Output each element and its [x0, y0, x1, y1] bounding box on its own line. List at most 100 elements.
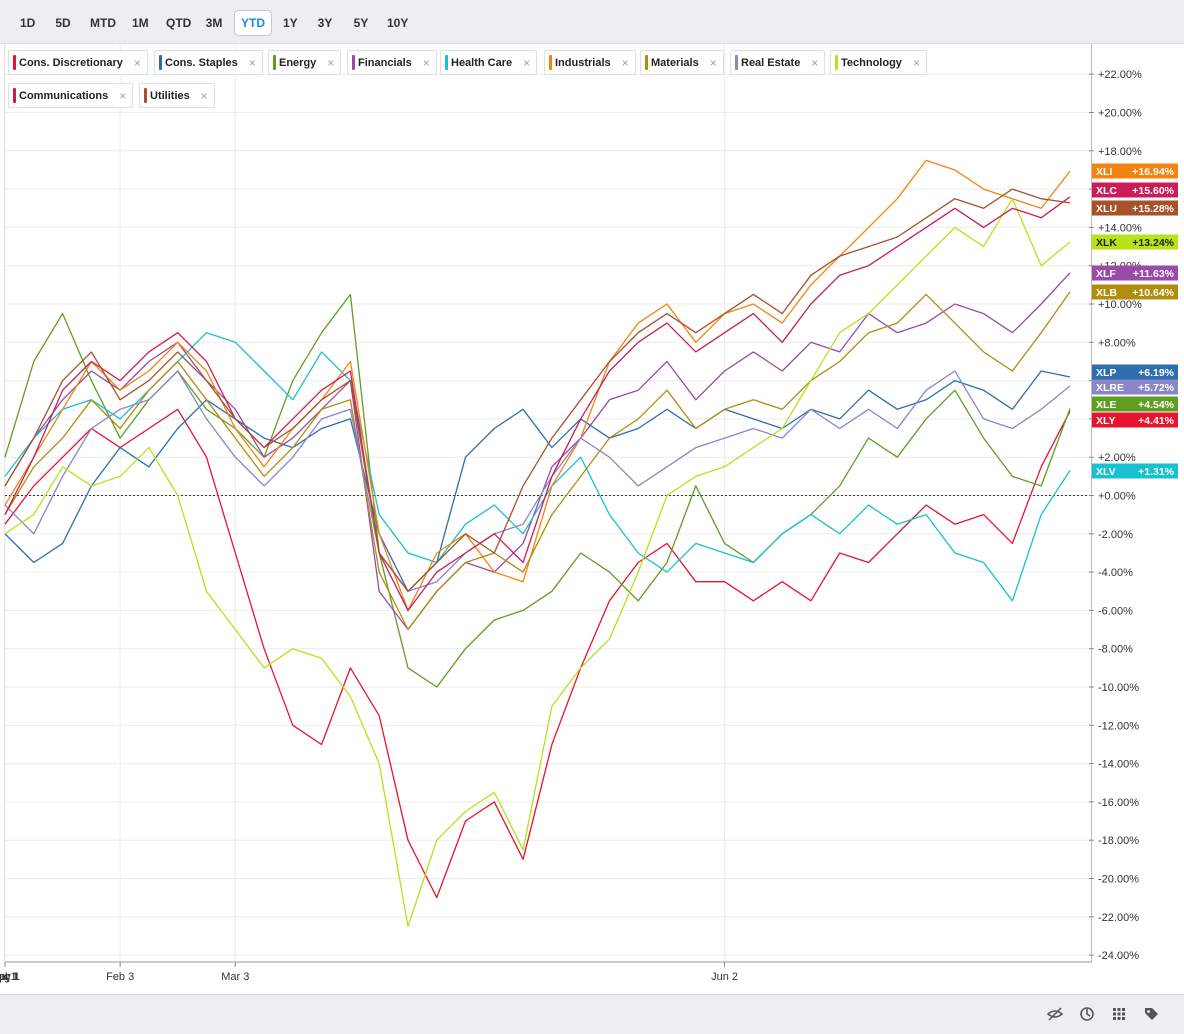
- close-icon[interactable]: ×: [422, 56, 430, 70]
- end-tag-symbol: XLP: [1096, 367, 1116, 379]
- x-tick-label: Apr 1: [0, 971, 18, 983]
- y-tick-label: -14.00%: [1098, 759, 1139, 771]
- series-line-xlk[interactable]: [4, 198, 1071, 928]
- y-tick-label: -10.00%: [1098, 682, 1139, 694]
- close-icon[interactable]: ×: [200, 89, 208, 103]
- end-tag-bg: [1092, 463, 1178, 479]
- y-tick-label: +10.00%: [1098, 299, 1142, 311]
- y-tick-label: -12.00%: [1098, 720, 1139, 732]
- close-icon[interactable]: ×: [248, 56, 256, 70]
- sector-performance-chart: +22.00%+20.00%+18.00%+16.00%+14.00%+12.0…: [0, 44, 1178, 983]
- legend-swatch: [13, 88, 16, 103]
- close-icon[interactable]: ×: [119, 89, 127, 103]
- legend-item-utilities[interactable]: Utilities ×: [139, 83, 215, 108]
- range-button-1d[interactable]: 1D: [20, 16, 36, 30]
- series-line-xly[interactable]: [4, 408, 1071, 899]
- series-line-xle[interactable]: [4, 293, 1071, 688]
- end-tag-symbol: XLI: [1096, 166, 1112, 178]
- series-line-xli[interactable]: [4, 159, 1071, 612]
- legend-swatch: [144, 88, 147, 103]
- end-tag-xli: XLI +16.94%: [1092, 163, 1178, 179]
- end-tag-bg: [1092, 364, 1178, 380]
- x-tick-label: May 1: [0, 971, 20, 983]
- legend-item-health-care[interactable]: Health Care ×: [440, 50, 538, 75]
- legend-item-materials[interactable]: Materials ×: [640, 50, 724, 75]
- end-tag-bg: [1092, 200, 1178, 216]
- legend-item-cons-staples[interactable]: Cons. Staples ×: [154, 50, 263, 75]
- range-button-3m[interactable]: 3M: [205, 16, 223, 30]
- range-button-5y[interactable]: 5Y: [353, 16, 369, 30]
- close-icon[interactable]: ×: [133, 56, 141, 70]
- end-tag-bg: [1092, 182, 1178, 198]
- end-tag-xlp: XLP +6.19%: [1092, 364, 1178, 380]
- end-tag-bg: [1092, 234, 1178, 250]
- series-line-xlf[interactable]: [4, 272, 1071, 631]
- legend-item-industrials[interactable]: Industrials ×: [544, 50, 636, 75]
- close-icon[interactable]: ×: [912, 56, 920, 70]
- x-tick-label: Mar 3: [221, 971, 249, 983]
- end-tag-bg: [1092, 412, 1178, 428]
- end-tag-symbol: XLF: [1096, 268, 1116, 280]
- end-tag-symbol: XLK: [1096, 237, 1117, 249]
- close-icon[interactable]: ×: [621, 56, 629, 70]
- legend-item-technology[interactable]: Technology ×: [830, 50, 927, 75]
- close-icon[interactable]: ×: [523, 56, 531, 70]
- legend-item-cons-discretionary[interactable]: Cons. Discretionary ×: [8, 50, 148, 75]
- end-tag-xlre: XLRE +5.72%: [1092, 379, 1178, 395]
- chart-tools: [0, 994, 1184, 1034]
- series-end-tags: XLI +16.94% XLC +15.60% XLU +15.28% XLK +13.24%…: [1092, 163, 1178, 479]
- x-tick-label: Aug 1: [0, 971, 19, 983]
- end-tag-xlf: XLF +11.63%: [1092, 265, 1178, 281]
- end-tag-symbol: XLC: [1096, 185, 1117, 197]
- series-line-xlb[interactable]: [4, 291, 1071, 631]
- y-tick-label: -2.00%: [1098, 529, 1133, 541]
- legend-item-real-estate[interactable]: Real Estate ×: [730, 50, 826, 75]
- y-tick-label: +0.00%: [1098, 491, 1136, 503]
- y-tick-label: -20.00%: [1098, 874, 1139, 886]
- range-button-1y[interactable]: 1Y: [283, 16, 298, 30]
- grid-icon[interactable]: [1110, 1005, 1128, 1023]
- legend-item-communications[interactable]: Communications ×: [8, 83, 134, 108]
- end-tag-value: +13.24%: [1132, 237, 1174, 249]
- range-button-mtd[interactable]: MTD: [90, 16, 116, 30]
- y-tick-label: -24.00%: [1098, 950, 1139, 962]
- legend-label: Technology: [841, 57, 902, 69]
- legend-swatch: [835, 55, 838, 70]
- end-tag-xlb: XLB +10.64%: [1092, 284, 1178, 300]
- end-tag-xlc: XLC +15.60%: [1092, 182, 1178, 198]
- close-icon[interactable]: ×: [327, 56, 335, 70]
- series-line-xlu[interactable]: [4, 188, 1071, 592]
- legend-item-energy[interactable]: Energy ×: [268, 50, 342, 75]
- x-tick-label: Jun 2: [711, 971, 738, 983]
- end-tag-symbol: XLV: [1096, 466, 1116, 478]
- legend-item-financials[interactable]: Financials ×: [347, 50, 437, 75]
- range-button-5d[interactable]: 5D: [55, 16, 71, 30]
- end-tag-value: +4.41%: [1138, 415, 1175, 427]
- series-line-xlp[interactable]: [4, 370, 1071, 592]
- end-tag-xlk: XLK +13.24%: [1092, 234, 1178, 250]
- range-button-qtd[interactable]: QTD: [166, 16, 192, 30]
- hide-lines-icon[interactable]: [1046, 1005, 1064, 1023]
- range-button-3y[interactable]: 3Y: [317, 16, 333, 30]
- close-icon[interactable]: ×: [811, 56, 819, 70]
- series-line-xlc[interactable]: [4, 196, 1071, 612]
- end-tag-bg: [1092, 284, 1178, 300]
- range-button-1m[interactable]: 1M: [132, 16, 149, 30]
- series-line-xlre[interactable]: [4, 370, 1071, 592]
- y-tick-label: +14.00%: [1098, 222, 1142, 234]
- end-tag-bg: [1092, 265, 1178, 281]
- end-tag-value: +16.94%: [1132, 166, 1174, 178]
- tag-icon[interactable]: [1142, 1005, 1160, 1023]
- chart-grid: [4, 44, 1092, 962]
- y-tick-label: +20.00%: [1098, 108, 1142, 120]
- series-line-xlv[interactable]: [4, 332, 1071, 602]
- reset-zoom-icon[interactable]: [1078, 1005, 1096, 1023]
- y-tick-label: +8.00%: [1098, 337, 1136, 349]
- y-tick-label: -22.00%: [1098, 912, 1139, 924]
- range-button-ytd[interactable]: YTD: [234, 10, 272, 36]
- end-tag-xlu: XLU +15.28%: [1092, 200, 1178, 216]
- y-tick-label: -6.00%: [1098, 605, 1133, 617]
- range-button-10y[interactable]: 10Y: [387, 16, 409, 30]
- end-tag-xlv: XLV +1.31%: [1092, 463, 1178, 479]
- close-icon[interactable]: ×: [709, 56, 717, 70]
